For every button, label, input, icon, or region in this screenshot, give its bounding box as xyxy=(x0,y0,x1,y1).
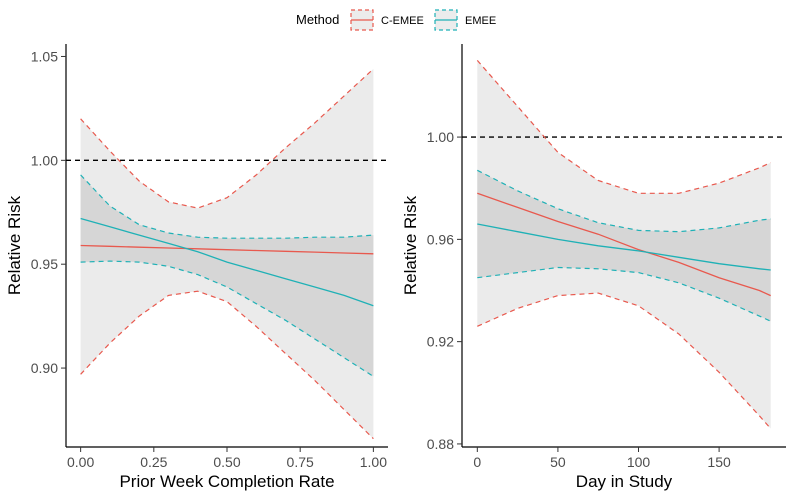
y-tick-label: 0.90 xyxy=(31,360,58,376)
x-tick-label: 50 xyxy=(550,454,566,470)
y-axis-title: Relative Risk xyxy=(401,195,420,295)
ci-ribbon-emee xyxy=(80,174,374,377)
c-emee-estimate-line xyxy=(80,244,374,255)
y-tick-label: 0.96 xyxy=(427,231,454,247)
x-tick-label: 1.00 xyxy=(360,454,387,470)
c-emee-lower-bound-line xyxy=(477,292,772,429)
emee-upper-bound-line xyxy=(80,174,374,239)
emee-lower-bound-line xyxy=(80,260,374,377)
y-tick-label: 1.05 xyxy=(31,48,58,64)
legend: Method C-EMEE EMEE xyxy=(296,9,496,31)
c-emee-estimate-line xyxy=(477,192,771,297)
ci-ribbon-emee xyxy=(477,170,771,322)
legend-title: Method xyxy=(296,12,339,27)
x-tick-label: 0 xyxy=(473,454,481,470)
x-tick-label: 0.50 xyxy=(213,454,240,470)
x-tick-label: 150 xyxy=(707,454,731,470)
x-axis-title: Prior Week Completion Rate xyxy=(119,472,334,491)
c-emee-upper-bound-line xyxy=(476,60,771,194)
c-emee-lower-bound-line xyxy=(80,290,374,440)
panel-day-in-study: 0 50 100 150 0.88 0.92 0.96 1.00 Day in Study Rel… xyxy=(401,44,786,491)
emee-estimate-line xyxy=(80,217,374,307)
x-tick-label: 0.75 xyxy=(287,454,314,470)
x-axis-title: Day in Study xyxy=(576,472,673,491)
y-tick-label: 1.00 xyxy=(31,152,58,168)
x-tick-label: 0.00 xyxy=(67,454,94,470)
legend-label-c-emee: C-EMEE xyxy=(381,15,424,27)
x-tick-label: 0.25 xyxy=(140,454,167,470)
x-tick-label: 100 xyxy=(627,454,651,470)
emee-upper-bound-line xyxy=(477,169,771,233)
legend-label-emee: EMEE xyxy=(465,15,496,27)
y-tick-label: 0.92 xyxy=(427,334,454,350)
y-tick-label: 0.95 xyxy=(31,256,58,272)
y-tick-label: 0.88 xyxy=(427,436,454,452)
emee-lower-bound-line xyxy=(477,266,771,322)
y-axis-title: Relative Risk xyxy=(5,195,24,295)
panel-completion-rate: 0.00 0.25 0.50 0.75 1.00 0.90 0.95 1.00 1.05 Prio… xyxy=(5,44,388,491)
y-tick-label: 1.00 xyxy=(427,129,454,145)
c-emee-upper-bound-line xyxy=(80,68,374,209)
emee-estimate-line xyxy=(477,223,771,271)
